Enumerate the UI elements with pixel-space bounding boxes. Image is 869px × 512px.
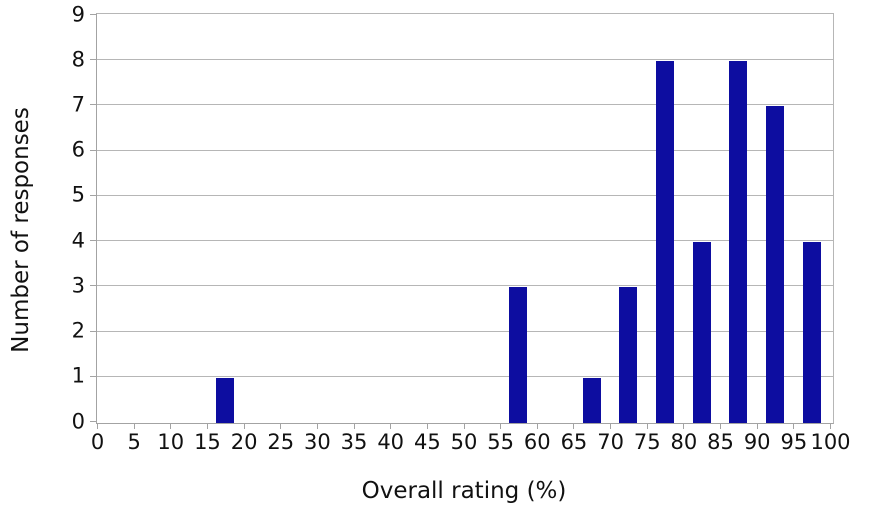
x-axis-tick — [170, 423, 172, 429]
y-tick-label: 4 — [71, 228, 85, 253]
y-gridline — [97, 240, 833, 242]
y-tick-label: 2 — [71, 318, 85, 343]
x-tick-label: 15 — [194, 430, 221, 454]
y-axis-tick — [90, 104, 97, 106]
x-axis-tick — [353, 423, 355, 429]
y-gridline — [97, 104, 833, 106]
x-axis-tick — [463, 423, 465, 429]
y-axis-tick — [90, 59, 97, 61]
y-tick-label: 0 — [71, 409, 85, 433]
x-tick-label: 45 — [413, 430, 441, 454]
y-gridline — [97, 194, 833, 196]
x-axis-tick — [683, 423, 685, 429]
bar — [582, 377, 601, 423]
x-axis-tick — [316, 423, 318, 429]
bar — [509, 287, 528, 423]
y-tick-label: 9 — [71, 2, 85, 26]
x-tick-label: 95 — [780, 430, 808, 454]
x-tick-label: 85 — [707, 430, 734, 454]
bar — [766, 106, 785, 423]
y-axis-tick — [90, 330, 97, 332]
y-tick-label: 5 — [71, 182, 85, 207]
x-tick-label: 25 — [267, 430, 295, 454]
x-tick-label: 75 — [633, 430, 661, 454]
x-tick-label: 35 — [340, 430, 368, 454]
x-tick-label: 70 — [597, 430, 624, 454]
x-tick-label: 65 — [560, 430, 588, 454]
plot-area: 0 1 2 3 4 5 6 7 8 9 0 5 10 15 20 25 30 35 40 45 50 55 60 65 70 75… — [72, 4, 851, 453]
y-axis-tick — [90, 14, 97, 15]
y-tick-label: 6 — [71, 137, 85, 162]
x-tick-label: 60 — [523, 430, 551, 454]
x-axis-tick — [206, 423, 208, 429]
x-axis-tick — [536, 423, 538, 429]
x-axis-tick — [426, 423, 428, 429]
bar — [729, 61, 748, 423]
x-axis-tick — [390, 423, 392, 429]
y-axis-tick — [90, 240, 97, 242]
bar — [216, 377, 235, 423]
x-axis-tick — [573, 423, 575, 429]
y-gridline — [97, 59, 833, 61]
x-tick-label: 0 — [90, 430, 105, 454]
x-axis-tick — [720, 423, 722, 429]
y-axis-tick — [90, 194, 97, 196]
bar — [802, 242, 821, 423]
x-tick-label: 100 — [810, 430, 851, 454]
y-tick-label: 1 — [71, 363, 85, 388]
x-tick-label: 55 — [487, 430, 515, 454]
y-axis-tick — [90, 421, 97, 422]
x-axis-tick — [243, 423, 245, 429]
x-tick-label: 90 — [743, 430, 771, 454]
x-axis-tick — [97, 423, 98, 429]
y-axis-tick — [90, 149, 97, 151]
x-axis-tick — [756, 423, 758, 429]
x-tick-label: 40 — [377, 430, 405, 454]
x-axis-tick — [646, 423, 648, 429]
x-tick-label: 80 — [670, 430, 698, 454]
x-axis-title: Overall rating (%) — [361, 478, 567, 504]
y-gridline — [97, 330, 833, 332]
x-tick-label: 30 — [304, 430, 331, 454]
x-axis-tick — [280, 423, 282, 429]
x-axis-tick — [793, 423, 795, 429]
x-tick-label: 50 — [450, 430, 478, 454]
y-tick-label: 8 — [71, 47, 85, 72]
bar — [692, 242, 711, 423]
y-tick-label: 3 — [71, 273, 85, 298]
y-gridline — [97, 285, 833, 287]
y-axis-title: Number of responses — [8, 107, 34, 353]
y-gridline — [97, 149, 833, 151]
bar — [619, 287, 638, 423]
x-axis-tick — [610, 423, 612, 429]
y-axis-tick — [90, 285, 97, 287]
y-tick-label: 7 — [71, 92, 85, 117]
x-axis-tick — [133, 423, 135, 429]
x-axis-tick — [500, 423, 502, 429]
y-axis-tick — [90, 375, 97, 377]
x-tick-label: 10 — [157, 430, 185, 454]
x-tick-label: 5 — [127, 430, 141, 454]
x-axis-tick — [830, 423, 831, 429]
bar — [656, 61, 675, 423]
x-tick-label: 20 — [230, 430, 258, 454]
y-gridline — [97, 375, 833, 377]
